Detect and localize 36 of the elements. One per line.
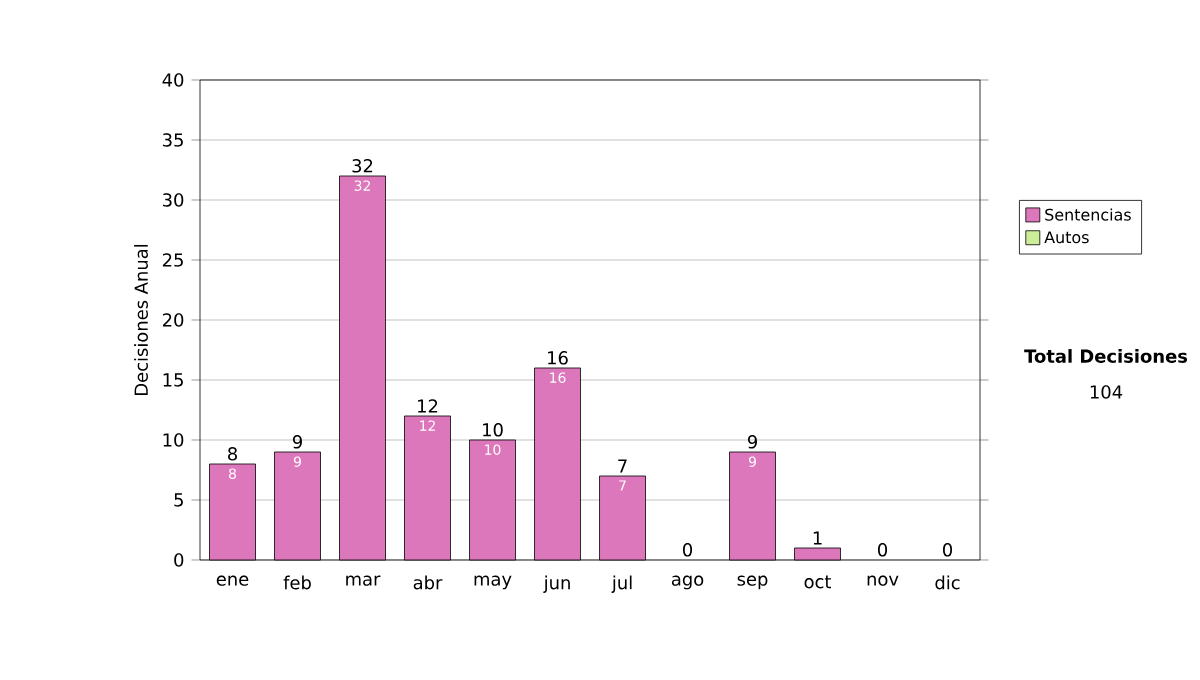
total-label: 1 xyxy=(813,531,822,545)
y-tick-label: 15 xyxy=(163,373,183,387)
x-tick-label: ago xyxy=(671,575,704,590)
total-label: 32 xyxy=(352,159,373,173)
x-tick-label: jun xyxy=(543,575,570,593)
x-tick-label: nov xyxy=(867,575,899,586)
y-tick-label: 10 xyxy=(163,433,184,447)
y-tick-label: 35 xyxy=(163,133,183,147)
total-label: 0 xyxy=(683,543,693,557)
total-label: 0 xyxy=(878,543,888,557)
y-tick-label: 5 xyxy=(174,493,183,507)
x-tick-label: sep xyxy=(737,575,768,590)
y-tick-label: 20 xyxy=(162,313,184,327)
total-label: 0 xyxy=(943,543,953,557)
total-label: 12 xyxy=(418,399,438,413)
x-tick-label: mar xyxy=(346,575,381,586)
y-tick-label: 40 xyxy=(162,73,184,87)
x-tick-label: feb xyxy=(283,575,311,590)
y-tick-label: 30 xyxy=(163,193,184,207)
total-label: 8 xyxy=(228,447,237,461)
total-label: 7 xyxy=(618,459,627,473)
x-tick-label: abr xyxy=(413,575,443,590)
text: Total Decisiones xyxy=(1024,349,1188,363)
total-label: 9 xyxy=(292,435,302,449)
x-tick-label: oct xyxy=(804,575,832,589)
total-label: 10 xyxy=(483,423,503,437)
x-tick-label: may xyxy=(474,575,512,590)
x-tick-label: dic xyxy=(935,575,960,590)
y-axis-title: Decisiones Anual xyxy=(134,244,148,395)
total-label: 16 xyxy=(548,351,568,365)
x-tick-label: jul xyxy=(611,575,632,593)
y-tick-label: 0 xyxy=(174,553,184,567)
y-tick-label: 25 xyxy=(162,253,183,267)
total-label: 9 xyxy=(747,435,757,449)
x-tick-label: ene xyxy=(216,575,249,586)
text: 104 xyxy=(1090,385,1123,399)
